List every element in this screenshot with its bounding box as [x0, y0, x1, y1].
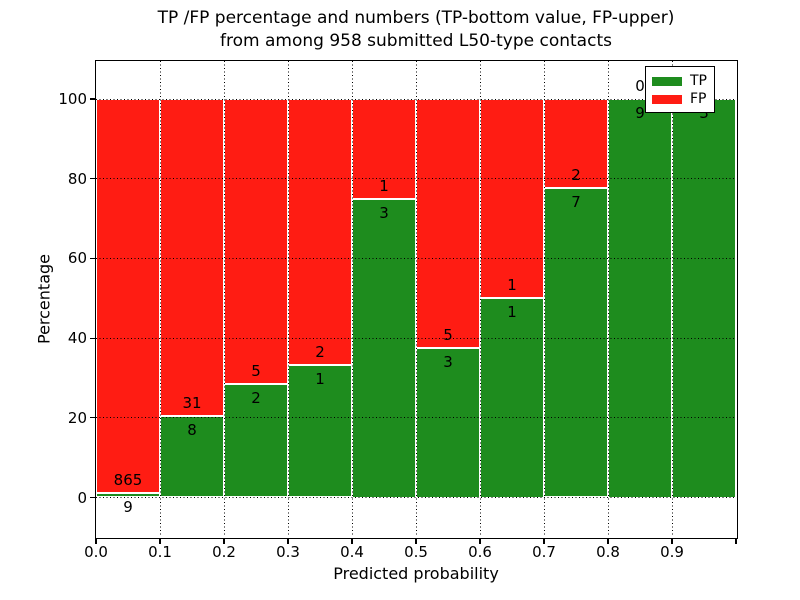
bar-label-fp: 1 [507, 276, 517, 295]
gridline-vertical [671, 61, 673, 537]
bar-label-fp: 865 [113, 471, 143, 490]
x-tick-mark [351, 538, 353, 544]
legend-label-tp: TP [690, 73, 707, 89]
plot-area: 86593185221135311270903 [94, 59, 738, 539]
x-tick-mark [543, 538, 545, 544]
y-tick-label: 100 [58, 90, 87, 108]
y-tick-mark [89, 178, 95, 180]
bar-label-fp: 1 [379, 176, 389, 195]
y-tick-mark [89, 257, 95, 260]
y-tick-mark [89, 337, 95, 339]
y-tick-label: 20 [67, 408, 87, 427]
bar-label-fp: 2 [315, 342, 325, 361]
x-tick-mark [479, 538, 481, 544]
bar-segment-fp [224, 99, 288, 384]
x-tick-mark [415, 538, 417, 544]
x-tick-label: 0.5 [404, 543, 428, 561]
x-tick-mark [287, 538, 289, 544]
bar-segment-fp [480, 99, 544, 299]
tp-legend-swatch [652, 76, 682, 86]
x-tick-label: 0.7 [532, 543, 556, 561]
x-tick-mark [735, 538, 737, 544]
bar-segment-tp [160, 415, 224, 498]
bar-label-fp: 0 [635, 77, 645, 95]
bar-segment-tp [608, 99, 672, 498]
gridline-vertical [159, 61, 161, 537]
gridline-vertical [415, 61, 417, 537]
y-tick-label: 40 [67, 329, 87, 348]
gridline-vertical [607, 61, 609, 537]
x-tick-label: 0.9 [660, 543, 684, 561]
gridline-vertical [479, 61, 481, 537]
bar-segment-tp [288, 364, 352, 498]
y-tick-label: 80 [67, 169, 87, 188]
bar-segment-fp [288, 99, 352, 365]
gridline-vertical [223, 61, 225, 537]
gridline-vertical [351, 61, 353, 537]
bar-label-tp: 7 [571, 192, 581, 211]
y-tick-mark [89, 417, 95, 419]
x-tick-mark [671, 538, 673, 544]
bar-segment-tp [416, 348, 480, 498]
bar-label-tp: 1 [507, 303, 517, 322]
x-tick-label: 0.6 [468, 543, 492, 561]
bar-label-fp: 5 [251, 361, 261, 380]
x-tick-label: 0.3 [276, 543, 300, 561]
bar-segment-fp [352, 99, 416, 199]
bar-segment-fp [544, 99, 608, 188]
chart-title-line1: TP /FP percentage and numbers (TP-bottom… [157, 8, 675, 28]
bar-label-tp: 9 [635, 104, 645, 122]
gridline-vertical [543, 61, 545, 537]
x-tick-label: 0.0 [84, 543, 108, 561]
x-tick-mark [159, 538, 161, 544]
y-tick-label: 0 [77, 488, 87, 507]
x-tick-mark [223, 538, 225, 544]
gridline-vertical [287, 61, 289, 537]
fp-legend-swatch [652, 94, 682, 104]
bar-label-tp: 3 [443, 353, 453, 372]
bar-label-tp: 9 [123, 498, 133, 517]
chart-title-line2: from among 958 submitted L50-type contac… [220, 31, 612, 51]
bar-label-tp: 1 [315, 369, 325, 388]
legend: TP FP [645, 66, 715, 113]
bar-label-tp: 2 [251, 388, 261, 407]
chart-title: TP /FP percentage and numbers (TP-bottom… [96, 7, 736, 53]
legend-item-fp: FP [652, 90, 714, 108]
bar-segment-tp [352, 198, 416, 498]
y-tick-label: 60 [67, 249, 87, 268]
x-axis-title: Predicted probability [333, 564, 499, 583]
legend-label-fp: FP [690, 91, 707, 107]
bar-segment-tp [544, 187, 608, 498]
x-tick-mark [607, 538, 609, 544]
bar-segment-fp [96, 99, 160, 494]
bar-segment-fp [416, 99, 480, 349]
y-tick-mark [89, 98, 95, 100]
bar-label-tp: 3 [699, 104, 709, 122]
x-tick-label: 0.1 [148, 543, 172, 561]
bar-segment-tp [480, 298, 544, 498]
x-tick-label: 0.2 [212, 543, 236, 561]
y-tick-mark [89, 496, 95, 499]
legend-item-tp: TP [652, 72, 714, 90]
bar-label-tp: 8 [187, 420, 197, 439]
bar-label-fp: 31 [182, 393, 202, 412]
bar-label-tp: 3 [379, 203, 389, 222]
bar-label-fp: 2 [571, 165, 581, 184]
bar-label-fp: 5 [443, 326, 453, 345]
x-tick-mark [95, 538, 97, 544]
bar-segment-tp [672, 99, 736, 498]
x-tick-label: 0.4 [340, 543, 364, 561]
x-tick-label: 0.8 [596, 543, 620, 561]
